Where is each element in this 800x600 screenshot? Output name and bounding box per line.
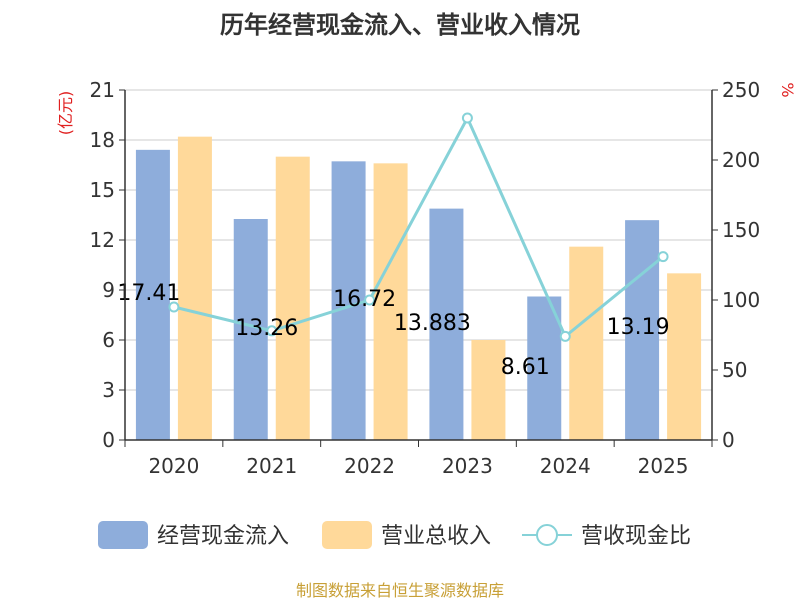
ratio-point <box>461 112 473 124</box>
y-left-tick-label: 3 <box>102 378 115 402</box>
ratio-point <box>266 325 278 337</box>
data-label: 13.883 <box>394 311 471 336</box>
data-label: 8.61 <box>501 355 550 380</box>
line-series <box>168 112 669 342</box>
bar-revenue <box>373 163 408 441</box>
legend-marker-ratio <box>536 524 558 546</box>
data-label: 13.19 <box>607 315 670 340</box>
bar-revenue <box>569 246 604 440</box>
ratio-point <box>559 330 571 342</box>
y-right-tick-label: 200 <box>722 148 760 172</box>
y-left-tick-label: 9 <box>102 278 115 302</box>
ratio-line <box>173 114 665 339</box>
x-tick-label: 2025 <box>638 454 689 478</box>
x-tick-label: 2024 <box>540 454 591 478</box>
y-left-unit: (亿元) <box>56 91 75 136</box>
legend-label-revenue: 营业总收入 <box>381 524 491 549</box>
bar-cash-inflow <box>429 208 464 440</box>
source-footer: 制图数据来自恒生聚源数据库 <box>296 581 504 600</box>
gridlines <box>125 89 712 391</box>
legend-swatch-cash-inflow <box>98 521 148 549</box>
x-tick-label: 2020 <box>148 454 199 478</box>
legend: 经营现金流入 营业总收入 营收现金比 <box>98 521 691 549</box>
data-label: 16.72 <box>333 287 396 312</box>
legend-label-ratio: 营收现金比 <box>581 524 691 549</box>
y-left-tick-label: 21 <box>90 78 115 102</box>
bar-cash-inflow <box>625 220 660 440</box>
data-label: 13.26 <box>235 316 298 341</box>
ratio-point <box>168 301 180 313</box>
data-label: 17.41 <box>117 281 180 306</box>
bar-revenue <box>177 136 212 440</box>
y-right-tick-label: 100 <box>722 288 760 312</box>
y-left-tick-label: 18 <box>90 128 115 152</box>
bar-series <box>135 136 702 441</box>
y-left-tick-label: 12 <box>90 228 115 252</box>
y-right-tick-label: 0 <box>722 428 735 452</box>
y-left-tick-label: 6 <box>102 328 115 352</box>
bar-cash-inflow <box>527 296 562 440</box>
y-right-tick-label: 250 <box>722 78 760 102</box>
bar-revenue <box>667 273 702 440</box>
chart-title: 历年经营现金流入、营业收入情况 <box>220 11 580 39</box>
bar-cash-inflow <box>331 161 366 441</box>
x-tick-label: 2021 <box>246 454 297 478</box>
ratio-point <box>364 294 376 306</box>
axes: 0 3 6 9 12 15 18 21 0 50 100 150 200 250 2020 2021 2022 2… <box>90 78 761 478</box>
bar-revenue <box>471 340 506 440</box>
y-right-tick-label: 50 <box>722 358 747 382</box>
x-tick-label: 2023 <box>442 454 493 478</box>
legend-swatch-revenue <box>322 521 372 549</box>
bar-revenue <box>275 156 310 440</box>
y-left-tick-label: 0 <box>102 428 115 452</box>
y-left-tick-label: 15 <box>90 178 115 202</box>
x-tick-label: 2022 <box>344 454 395 478</box>
legend-label-cash-inflow: 经营现金流入 <box>157 524 289 549</box>
bar-cash-inflow <box>135 149 170 441</box>
y-right-unit: % <box>778 82 797 97</box>
ratio-point <box>657 251 669 263</box>
y-right-tick-label: 150 <box>722 218 760 242</box>
